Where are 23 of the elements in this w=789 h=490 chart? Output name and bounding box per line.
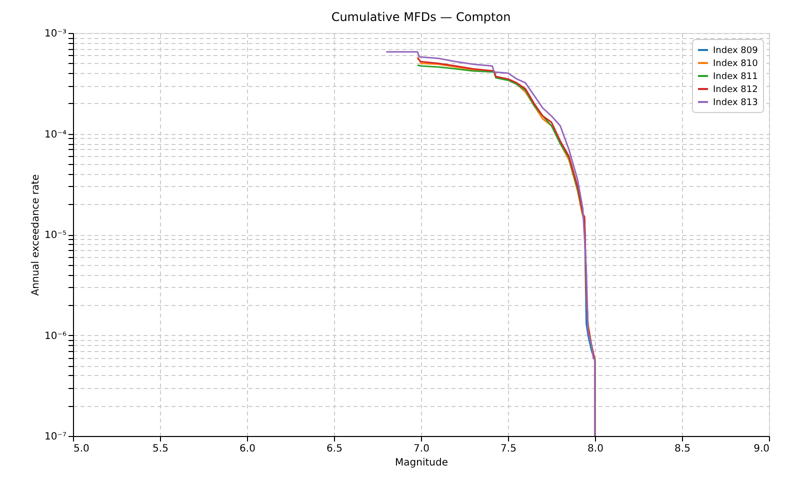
legend-label: Index 813 — [713, 98, 758, 108]
x-tick-label: 9.0 — [754, 444, 770, 454]
legend-label: Index 812 — [713, 85, 758, 95]
line-series — [385, 51, 596, 436]
legend-label: Index 809 — [713, 46, 758, 56]
x-tick-label: 8.5 — [674, 444, 690, 454]
chart-title: Cumulative MFDs — Compton — [331, 10, 511, 24]
y-tick-label: 10⁻⁴ — [44, 129, 66, 140]
x-tick-label: 8.0 — [588, 444, 604, 454]
x-tick-label: 6.0 — [240, 444, 256, 454]
y-axis-title: Annual exceedance rate — [30, 174, 42, 296]
legend-label: Index 811 — [713, 72, 758, 82]
x-tick-label: 5.5 — [152, 444, 168, 454]
y-tick-label: 10⁻⁶ — [44, 330, 66, 342]
y-tick-label: 10⁻³ — [44, 28, 66, 40]
x-tick-label: 7.0 — [414, 444, 430, 454]
y-tick-label: 10⁻⁷ — [44, 432, 66, 442]
y-tick-label: 10⁻⁵ — [44, 230, 66, 241]
x-tick-label: 7.5 — [500, 444, 516, 454]
x-tick-label: 6.5 — [326, 444, 342, 454]
legend-label: Index 810 — [713, 59, 758, 69]
x-axis-title: Magnitude — [395, 458, 448, 468]
x-tick-label: 5.0 — [74, 444, 90, 454]
